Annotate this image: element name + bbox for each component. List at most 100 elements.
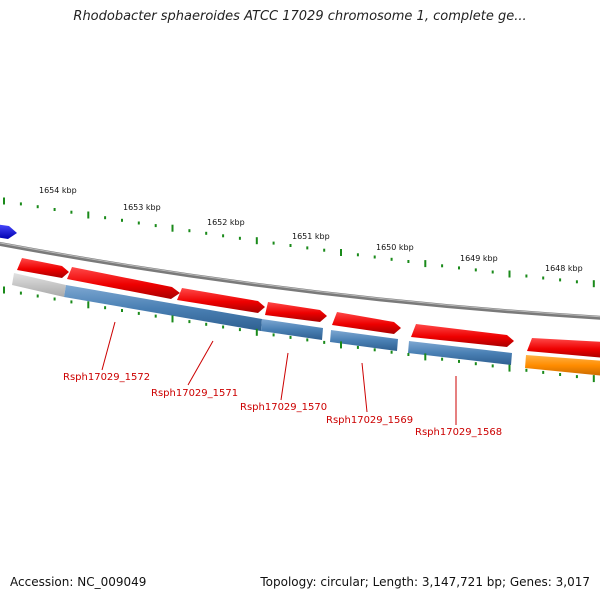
minor-tick [154,314,157,318]
major-tick [3,286,5,294]
minor-tick [458,359,460,363]
minor-tick [104,306,107,310]
minor-tick [121,309,123,312]
major-tick [424,260,427,268]
minor-tick [70,210,73,214]
gene-leader-lines [101,321,457,425]
minor-tick [53,297,56,301]
cds-bar[interactable] [261,319,323,340]
minor-tick [559,373,562,376]
minor-tick [441,264,444,268]
gene-arrow-red[interactable] [67,267,180,299]
minor-tick [474,362,477,366]
minor-tick [19,202,22,206]
major-tick [3,197,5,205]
minor-tick [356,253,359,257]
minor-tick [491,364,494,368]
map-title: Rhodobacter sphaeroides ATCC 17029 chrom… [73,9,527,24]
cds-bar[interactable] [64,285,262,331]
ruler-label: 1651 kbp [292,232,330,241]
gene-arrow-red[interactable] [527,338,600,358]
minor-tick [407,260,410,263]
major-tick [592,280,595,288]
minor-tick [70,300,73,304]
gene-arrow-red[interactable] [265,302,327,322]
minor-tick [53,208,56,211]
major-tick [171,315,174,323]
minor-tick [373,255,376,259]
minor-tick [390,350,393,354]
minor-tick [289,335,292,339]
leader-line [101,321,116,371]
gene-arrow-red[interactable] [177,288,265,313]
major-tick [171,224,174,232]
major-tick [424,353,427,361]
minor-tick [36,205,39,209]
major-tick [592,375,595,383]
minor-tick [121,218,123,222]
minor-tick [238,236,241,240]
gene-bar-grey[interactable] [12,273,66,297]
major-tick [87,301,90,309]
minor-tick [137,311,140,315]
gene-bar-orange[interactable] [525,355,600,376]
gene-arrow-blue[interactable] [0,224,17,239]
major-tick [508,270,511,278]
minor-tick [205,322,208,326]
minor-tick [575,280,578,284]
feature-bars [12,273,600,376]
cds-bar[interactable] [330,330,398,351]
minor-tick [373,348,376,352]
major-tick [255,328,258,336]
top-tick-marks [3,197,595,288]
minor-tick [491,270,494,274]
minor-tick [525,274,528,278]
ruler-label: 1648 kbp [545,264,583,273]
minor-tick [323,340,326,344]
minor-tick [137,221,140,225]
minor-tick [272,241,275,245]
gene-label[interactable]: Rsph17029_1568 [415,427,502,438]
gene-arrow-red[interactable] [411,324,514,347]
leader-line [187,340,214,386]
gene-label[interactable]: Rsph17029_1572 [63,372,150,383]
minor-tick [272,333,275,337]
gene-arrow-red[interactable] [332,312,401,334]
minor-tick [222,234,225,238]
minor-tick [575,375,578,379]
minor-tick [188,320,191,324]
gene-label[interactable]: Rsph17029_1569 [326,415,413,426]
minor-tick [441,357,444,361]
minor-tick [525,368,528,372]
gene-label[interactable]: Rsph17029_1570 [240,402,327,413]
gene-labels: Rsph17029_1572 Rsph17029_1571 Rsph17029_… [63,372,502,438]
chromosome-backbone-highlight [0,242,600,318]
ruler-label: 1654 kbp [39,186,77,195]
minor-tick [542,370,545,374]
gene-arrow-red[interactable] [17,258,69,278]
accession-text: Accession: NC_009049 [10,575,147,589]
minor-tick [104,216,107,220]
bottom-tick-marks [3,286,595,383]
minor-tick [205,231,208,235]
ruler-labels: 1654 kbp 1653 kbp 1652 kbp 1651 kbp 1650… [39,186,583,273]
ruler-label: 1653 kbp [123,203,161,212]
minor-tick [323,248,326,252]
forward-genes [17,258,600,358]
minor-tick [407,353,410,356]
leader-line [361,362,368,413]
major-tick [340,341,342,349]
cds-bar[interactable] [408,341,512,365]
chromosome-backbone [0,241,600,320]
minor-tick [19,291,22,295]
gene-label[interactable]: Rsph17029_1571 [151,388,238,399]
major-tick [87,211,90,219]
leader-line [280,352,289,401]
minor-tick [222,325,225,329]
major-tick [508,364,511,372]
ruler-label: 1650 kbp [376,243,414,252]
minor-tick [188,229,191,233]
minor-tick [458,266,460,270]
minor-tick [390,257,393,261]
